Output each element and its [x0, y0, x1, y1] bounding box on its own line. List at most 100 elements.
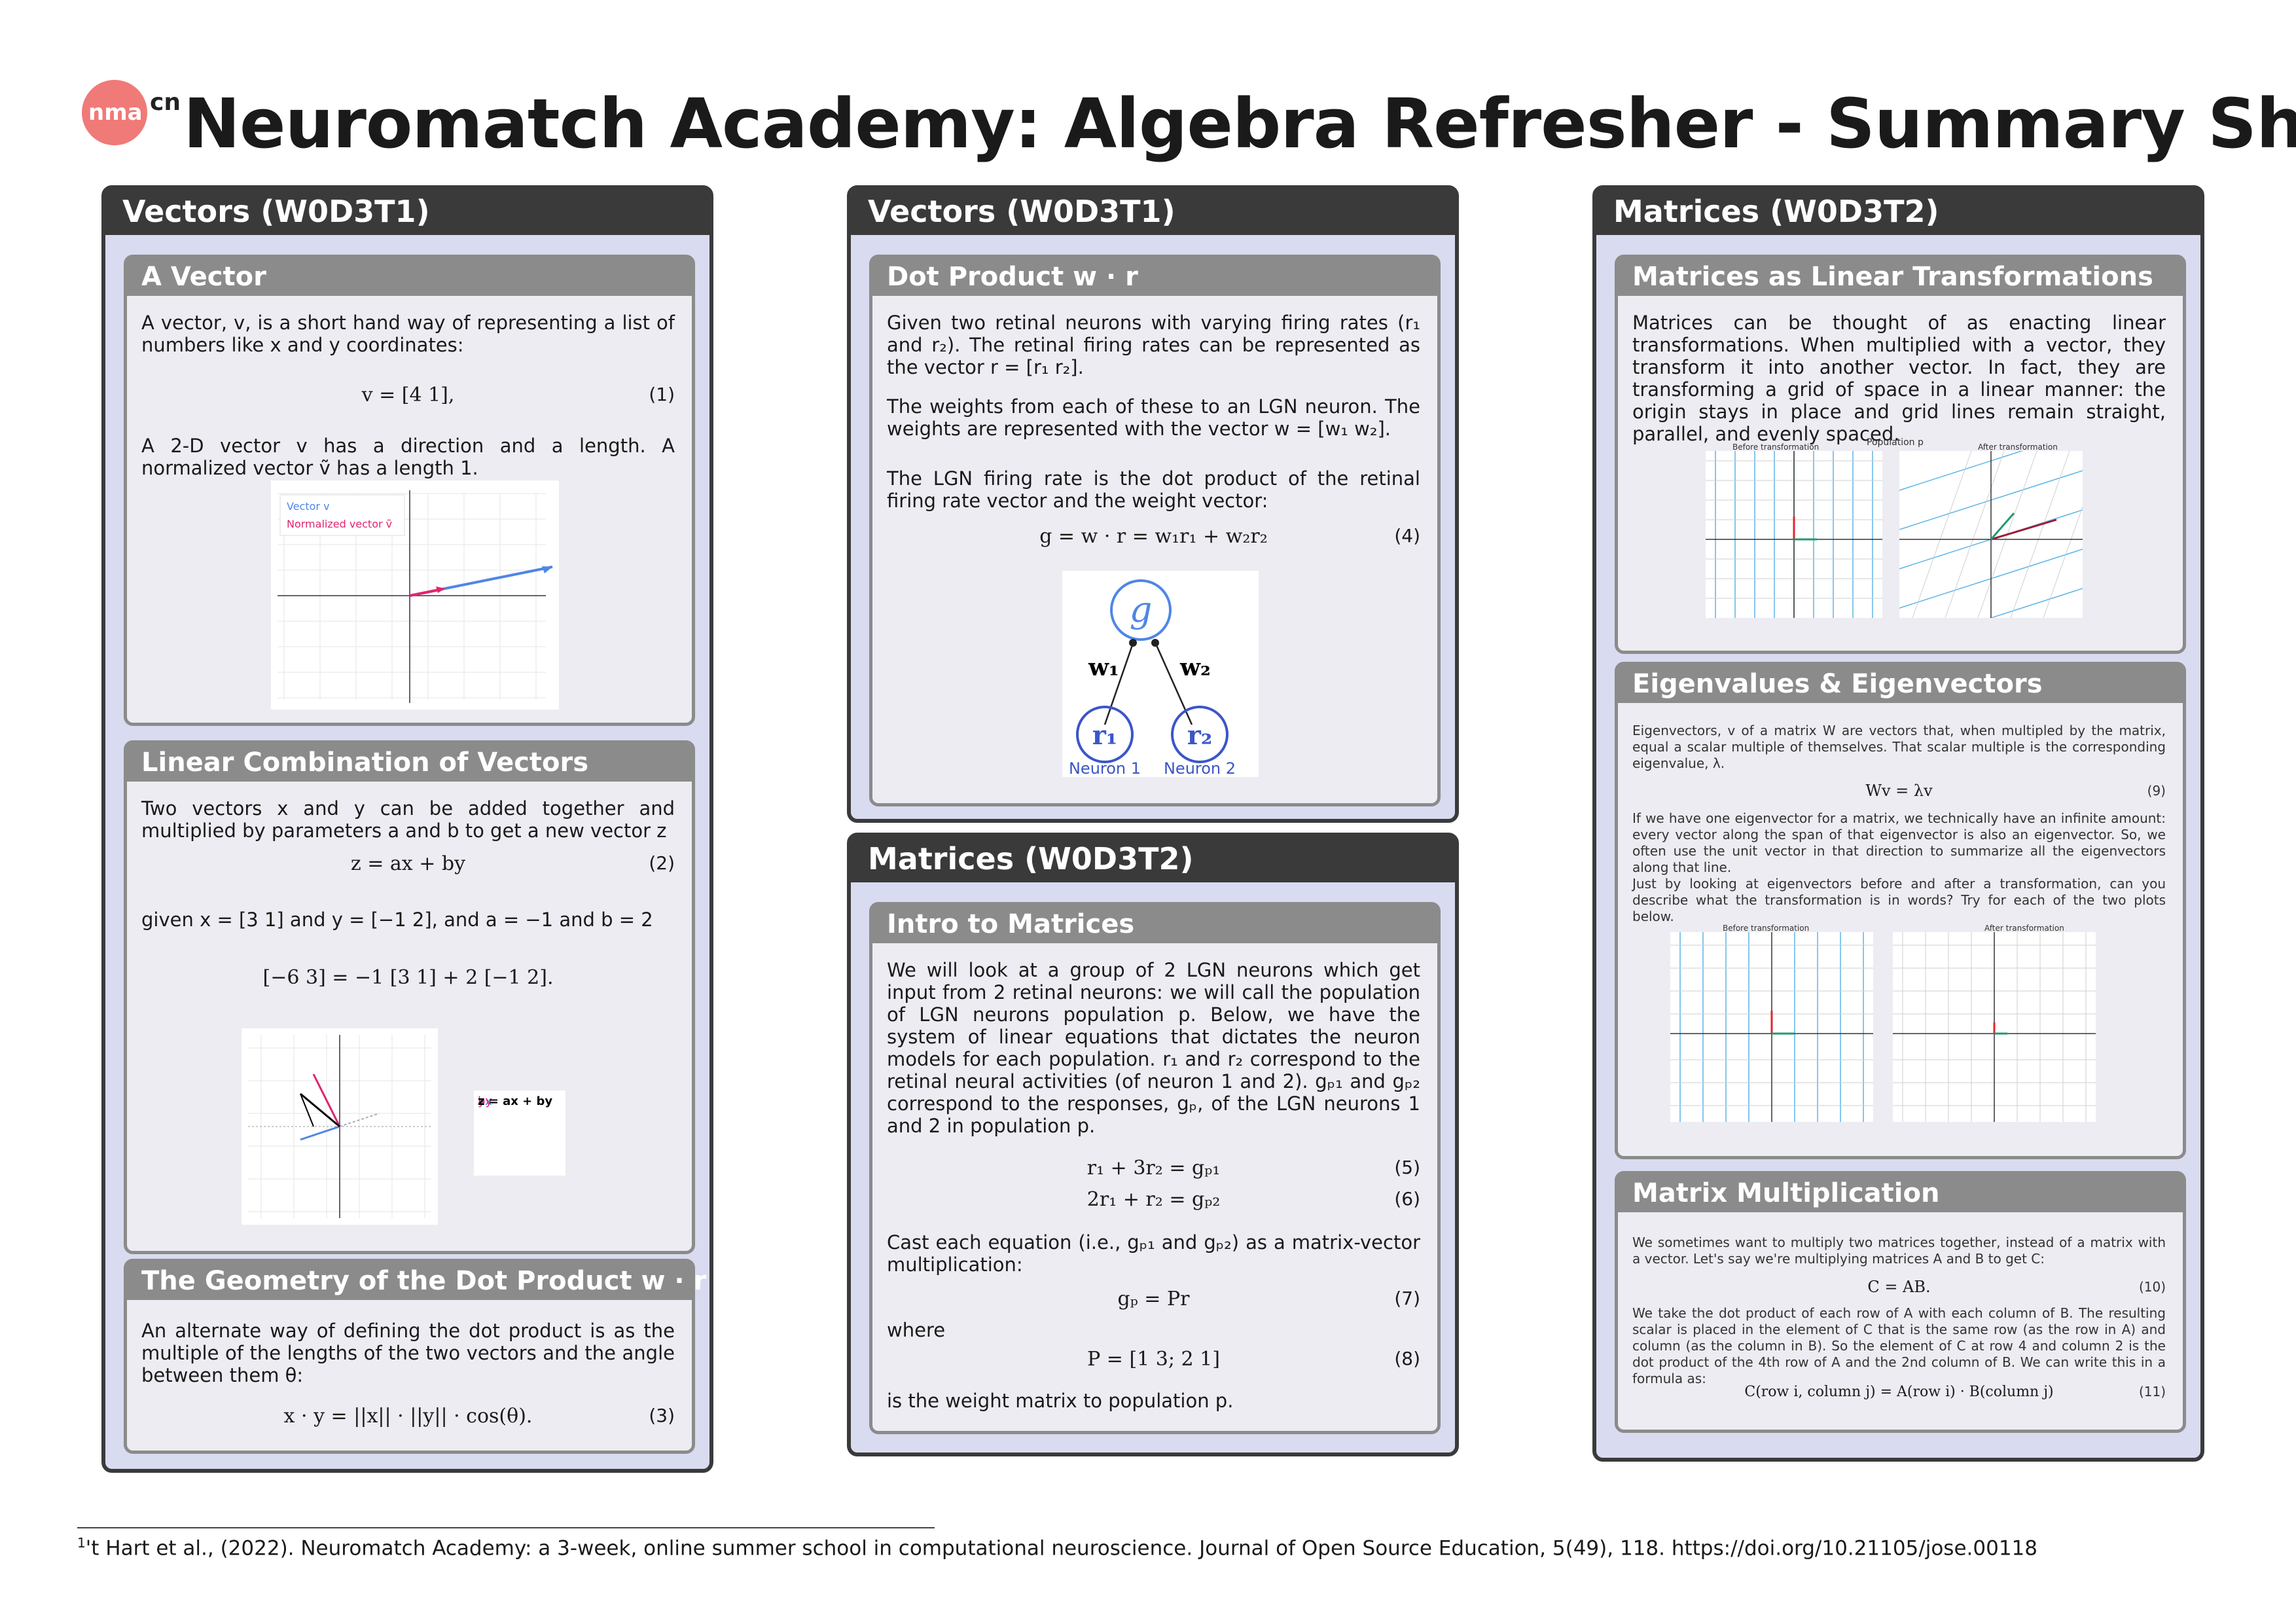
equation-3-number: (3) [649, 1405, 675, 1426]
box-title: Matrices as Linear Transformations [1618, 258, 2183, 296]
box-linear-combination: Linear Combination of Vectors Two vector… [124, 740, 695, 1254]
lincomb-example: [−6 3] = −1 [3 1] + 2 [−1 2]. [262, 966, 554, 989]
legend-y: y [478, 1094, 485, 1108]
a-vector-text-1: A vector, v, is a short hand way of repr… [141, 312, 675, 356]
box-eigen: Eigenvalues & Eigenvectors Eigenvectors,… [1615, 662, 2186, 1159]
a-vector-text-2: A 2-D vector v has a direction and a len… [141, 435, 675, 479]
neuron-g [1110, 579, 1172, 641]
eigen-after-plot [1893, 932, 2096, 1122]
column-vectors-1: Vectors (W0D3T1) A Vector A vector, v, i… [101, 185, 713, 1473]
intro-text-3: is the weight matrix to population p. [887, 1390, 1234, 1412]
column-vectors-2: Vectors (W0D3T1) Dot Product w · r Given… [847, 185, 1459, 823]
equation-10: C = AB. [1867, 1278, 1931, 1296]
eigen-after-label: After transformation [1984, 924, 2064, 933]
box-title: Eigenvalues & Eigenvectors [1618, 665, 2183, 703]
dot-text-1: Given two retinal neurons with varying f… [887, 312, 1420, 378]
vector-by [312, 1074, 341, 1127]
vector-x [339, 1113, 380, 1127]
equation-7-number: (7) [1394, 1288, 1420, 1309]
intro-text-2: Cast each equation (i.e., gₚ₁ and gₚ₂) a… [887, 1231, 1420, 1276]
legend-normalized: Normalized vector ṽ [287, 518, 392, 530]
vector-z [300, 1092, 340, 1128]
label-neuron-1: Neuron 1 [1069, 759, 1141, 777]
equation-2: z = ax + by [350, 852, 466, 875]
normalized-vector-head [436, 586, 445, 593]
box-intro-matrices: Intro to Matrices We will look at a grou… [869, 902, 1441, 1434]
equation-5: r₁ + 3r₂ = gₚ₁ [1086, 1157, 1221, 1180]
box-geometry-dot-product: The Geometry of the Dot Product w · r An… [124, 1259, 706, 1454]
equation-1: v = [4 1], [361, 384, 455, 406]
mult-text-1: We sometimes want to multiply two matric… [1632, 1235, 2166, 1267]
after-green-vector [1990, 513, 2015, 540]
eigen-before-label: Before transformation [1723, 924, 1810, 933]
equation-11: C(row i, column j) = A(row i) · B(column… [1744, 1384, 2054, 1400]
equation-6-number: (6) [1394, 1188, 1420, 1210]
dot-text-2: The weights from each of these to an LGN… [887, 395, 1420, 440]
equation-11-number: (11) [2138, 1384, 2166, 1399]
page-title: Neuromatch Academy: Algebra Refresher - … [183, 84, 2296, 164]
legend-ax: ax [478, 1094, 492, 1108]
equation-7: gₚ = Pr [1117, 1288, 1190, 1310]
equation-3: x · y = ||x|| · ||y|| · cos(θ). [283, 1405, 533, 1428]
vector-plot: Vector v Normalized vector ṽ [271, 480, 559, 710]
normalized-vector-arrow [409, 588, 443, 597]
population-title: Population p [1867, 437, 1924, 448]
equation-9-number: (9) [2147, 783, 2166, 799]
after-red-vector [1990, 518, 2057, 541]
geometry-text: An alternate way of defining the dot pro… [141, 1320, 675, 1386]
legend-x: x [478, 1094, 485, 1108]
column-matrices-2: Matrices (W0D3T2) Matrices as Linear Tra… [1592, 185, 2204, 1462]
lincomb-given: given x = [3 1] and y = [−1 2], and a = … [141, 909, 653, 931]
footnote-rule [77, 1527, 935, 1528]
footnote-mark: 1 [77, 1535, 86, 1551]
linear-combination-plot [242, 1028, 438, 1225]
neuron-r2 [1171, 706, 1229, 763]
legend-z: z = ax + by [478, 1094, 553, 1108]
legend-vector: Vector v [287, 500, 330, 513]
equation-10-number: (10) [2138, 1279, 2166, 1295]
box-title: A Vector [127, 258, 692, 296]
equation-5-number: (5) [1394, 1157, 1420, 1178]
equation-9: Wv = λv [1865, 782, 1933, 800]
equation-4: g = w · r = w₁r₁ + w₂r₂ [1039, 525, 1268, 548]
equation-2-number: (2) [649, 852, 675, 874]
connection-1 [1103, 639, 1136, 725]
box-title: Intro to Matrices [872, 905, 1437, 943]
box-title: The Geometry of the Dot Product w · r [127, 1262, 706, 1300]
before-label: Before transformation [1732, 442, 1820, 452]
after-label: After transformation [1978, 442, 2058, 452]
vector-ax [300, 1125, 340, 1141]
intro-text-1: We will look at a group of 2 LGN neurons… [887, 959, 1420, 1137]
column-title: Matrices (W0D3T2) [1596, 189, 2200, 235]
nma-logo: nma cn [82, 80, 278, 158]
label-r1: r₁ [1092, 720, 1118, 751]
column-title: Vectors (W0D3T1) [105, 189, 709, 235]
linear-text: Matrices can be thought of as enacting l… [1632, 312, 2166, 445]
box-linear-transformations: Matrices as Linear Transformations Matri… [1615, 255, 2186, 654]
lincomb-text-1: Two vectors x and y can be added togethe… [141, 797, 675, 842]
box-a-vector: A Vector A vector, v, is a short hand wa… [124, 255, 695, 726]
column-matrices-1: Matrices (W0D3T2) Intro to Matrices We w… [847, 833, 1459, 1456]
mult-text-2: We take the dot product of each row of A… [1632, 1305, 2166, 1386]
eigen-text-2: If we have one eigenvector for a matrix,… [1632, 810, 2166, 875]
eigen-text-1: Eigenvectors, v of a matrix W are vector… [1632, 723, 2166, 771]
equation-8: P = [1 3; 2 1] [1087, 1348, 1220, 1371]
label-g: g [1130, 589, 1153, 630]
logo-circle [82, 80, 147, 145]
equation-6: 2r₁ + r₂ = gₚ₂ [1086, 1188, 1221, 1211]
box-title: Dot Product w · r [872, 258, 1437, 296]
box-title: Matrix Multiplication [1618, 1174, 2183, 1212]
eigen-text-3: Just by looking at eigenvectors before a… [1632, 876, 2166, 924]
footnote-text: 't Hart et al., (2022). Neuromatch Acade… [85, 1536, 2037, 1561]
logo-nma-text: nma [88, 99, 143, 126]
label-w2: w₂ [1179, 654, 1211, 681]
eigen-before-plot [1670, 932, 1873, 1122]
label-r2: r₂ [1187, 720, 1213, 751]
box-dot-product: Dot Product w · r Given two retinal neur… [869, 255, 1441, 806]
intro-where: where [887, 1319, 946, 1341]
label-neuron-2: Neuron 2 [1164, 759, 1236, 777]
column-title: Matrices (W0D3T2) [851, 837, 1455, 882]
before-transformation-plot [1706, 451, 1882, 618]
footnote: 1't Hart et al., (2022). Neuromatch Acad… [77, 1535, 2037, 1560]
plot-legend-box [279, 494, 405, 536]
